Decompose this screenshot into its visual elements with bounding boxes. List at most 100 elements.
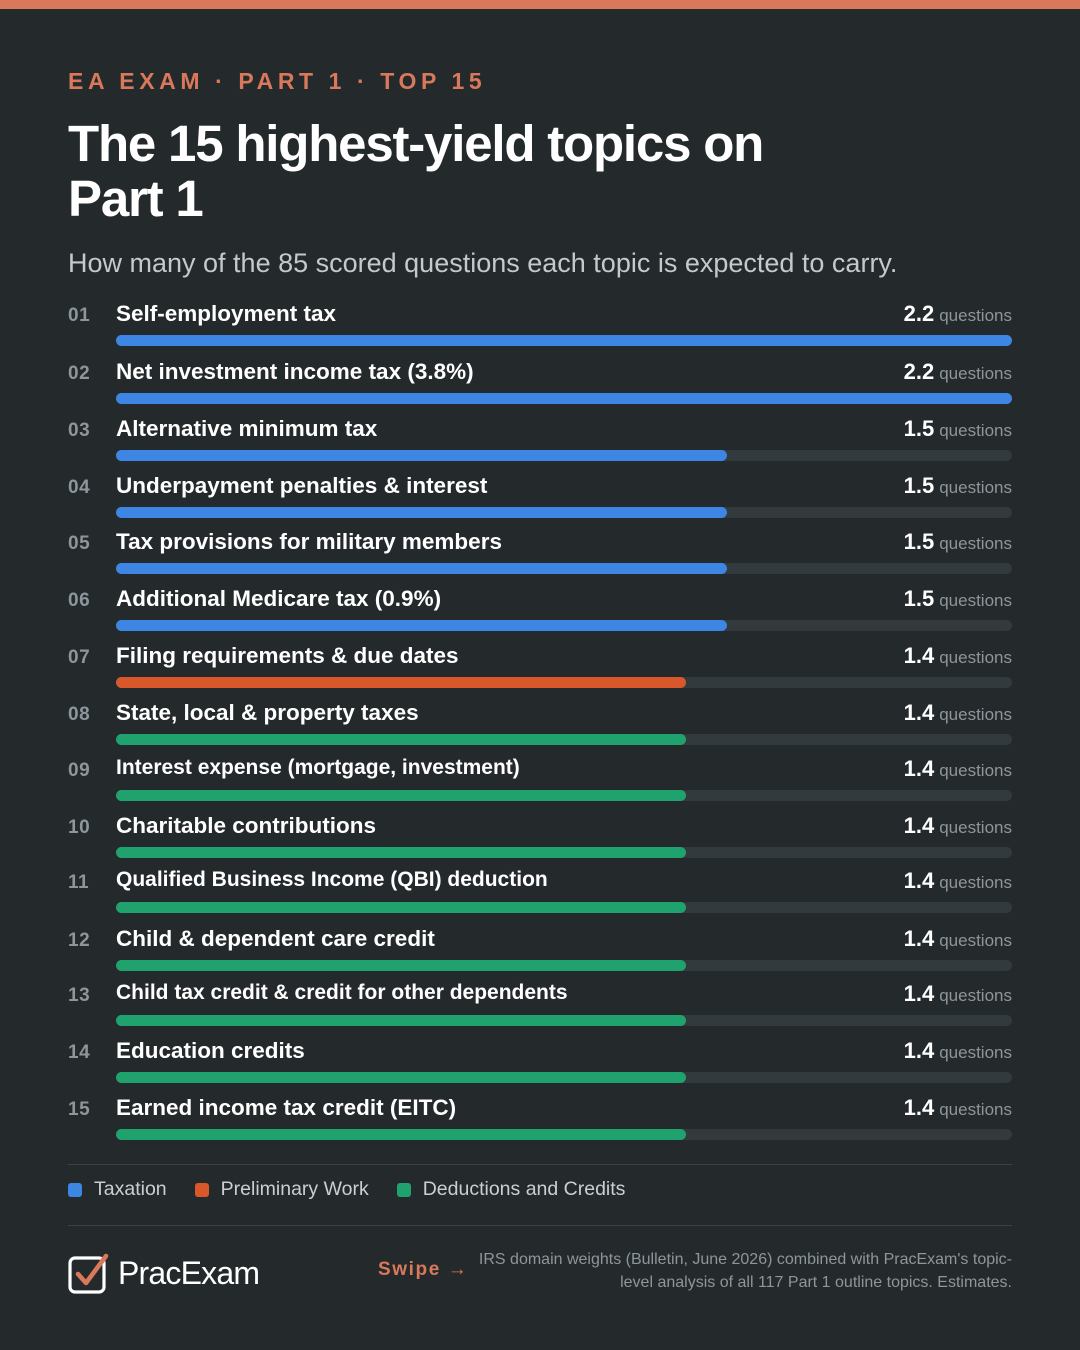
value-unit: questions [939, 818, 1012, 837]
value-label: 1.5 questions [904, 416, 1012, 442]
topic-label: Earned income tax credit (EITC) [116, 1095, 457, 1120]
value-number: 1.5 [903, 416, 935, 441]
bar-fill [116, 507, 727, 518]
legend-swatch [68, 1182, 82, 1197]
bar-track [116, 563, 1012, 574]
subtitle: How many of the 85 scored questions each… [68, 248, 898, 278]
bar-track [116, 620, 1012, 631]
topic-label: Child & dependent care credit [116, 926, 435, 951]
top-accent-bar [0, 0, 1080, 9]
value-label: 2.2 questions [904, 301, 1012, 327]
bar-track [116, 902, 1012, 913]
chart-row: 12 Child & dependent care credit 1.4 questi… [68, 926, 1012, 976]
chart-row: 04 Underpayment penalties & interest 1.5 qu… [68, 473, 1012, 523]
chart-legend: Taxation Preliminary Work Deductions and C… [68, 1178, 653, 1201]
bar-track [116, 450, 1012, 461]
topic-label: Net investment income tax (3.8%) [116, 359, 474, 384]
topic-label: Qualified Business Income (QBI) deductio… [116, 868, 548, 891]
bar-fill [116, 1015, 686, 1026]
legend-swatch [396, 1182, 411, 1197]
topic-label: Interest expense (mortgage, investment) [116, 756, 520, 779]
rank-number: 12 [68, 930, 91, 951]
chart-row: 02 Net investment income tax (3.8%) 2.2 que… [68, 359, 1012, 409]
value-unit: questions [939, 306, 1012, 325]
bar-fill [116, 563, 727, 574]
bar-track [116, 734, 1012, 745]
topic-label: Underpayment penalties & interest [116, 473, 488, 498]
chart-row: 14 Education credits 1.4 questions [68, 1038, 1012, 1088]
rank-number: 06 [68, 590, 91, 611]
value-number: 1.4 [903, 868, 935, 893]
chart-row: 07 Filing requirements & due dates 1.4 ques… [68, 643, 1012, 693]
value-unit: questions [939, 478, 1012, 497]
value-label: 1.4 questions [904, 700, 1012, 726]
legend-label: Taxation [94, 1178, 167, 1200]
bar-track [116, 790, 1012, 801]
chart-row: 03 Alternative minimum tax 1.5 questions [68, 416, 1012, 466]
source-note: IRS domain weights (Bulletin, June 2026)… [478, 1251, 1012, 1291]
rank-number: 15 [68, 1099, 91, 1120]
swipe-link[interactable]: Swipe → [378, 1259, 469, 1280]
value-unit: questions [939, 591, 1012, 610]
bar-fill [116, 335, 1012, 346]
value-number: 1.4 [903, 643, 935, 668]
bar-fill [116, 677, 686, 688]
bar-fill [116, 1129, 686, 1140]
value-label: 2.2 questions [904, 359, 1012, 385]
value-label: 1.4 questions [904, 643, 1012, 669]
value-number: 1.4 [903, 756, 935, 781]
chart-row: 13 Child tax credit & credit for other de… [68, 981, 1012, 1031]
value-number: 2.2 [903, 359, 935, 384]
rank-number: 13 [68, 985, 91, 1006]
value-label: 1.4 questions [904, 1038, 1012, 1064]
topic-label: Education credits [116, 1038, 305, 1063]
chart-row: 06 Additional Medicare tax (0.9%) 1.5 quest… [68, 586, 1012, 636]
value-label: 1.4 questions [904, 926, 1012, 952]
value-number: 1.5 [903, 586, 935, 611]
value-unit: questions [939, 421, 1012, 440]
brand[interactable]: PracExam [68, 1252, 260, 1294]
chart-row: 01 Self-employment tax 2.2 questions [68, 301, 1012, 351]
bar-track [116, 1072, 1012, 1083]
bar-track [116, 393, 1012, 404]
legend-divider-top [68, 1164, 1012, 1165]
value-unit: questions [939, 364, 1012, 383]
value-label: 1.4 questions [904, 868, 1012, 894]
chart-row: 15 Earned income tax credit (EITC) 1.4 ques… [68, 1095, 1012, 1145]
rank-number: 01 [68, 305, 91, 326]
value-label: 1.5 questions [904, 529, 1012, 555]
rank-number: 05 [68, 533, 91, 554]
bar-track [116, 960, 1012, 971]
legend-divider-bottom [68, 1225, 1012, 1226]
value-unit: questions [939, 534, 1012, 553]
page-title: The 15 highest-yield topics on Part 1 [68, 115, 764, 227]
topic-label: Additional Medicare tax (0.9%) [116, 586, 442, 611]
bar-track [116, 507, 1012, 518]
bar-track [116, 1129, 1012, 1140]
value-label: 1.5 questions [904, 586, 1012, 612]
value-number: 1.5 [903, 529, 935, 554]
bar-track [116, 1015, 1012, 1026]
value-unit: questions [939, 986, 1012, 1005]
value-number: 2.2 [903, 301, 935, 326]
value-unit: questions [939, 705, 1012, 724]
legend-label: Preliminary Work [220, 1178, 369, 1200]
value-number: 1.4 [903, 1095, 935, 1120]
value-number: 1.5 [903, 473, 935, 498]
value-unit: questions [939, 931, 1012, 950]
value-unit: questions [939, 648, 1012, 667]
topic-label: Alternative minimum tax [116, 416, 378, 441]
legend-swatch [194, 1182, 209, 1197]
bar-fill [116, 450, 727, 461]
bar-track [116, 335, 1012, 346]
value-number: 1.4 [903, 926, 935, 951]
value-unit: questions [939, 761, 1012, 780]
bar-fill [116, 960, 686, 971]
rank-number: 10 [68, 817, 91, 838]
bar-track [116, 677, 1012, 688]
chart-row: 10 Charitable contributions 1.4 questions [68, 813, 1012, 863]
value-unit: questions [939, 873, 1012, 892]
chart-row: 09 Interest expense (mortgage, investment… [68, 756, 1012, 806]
bar-fill [116, 902, 686, 913]
rank-number: 03 [68, 420, 91, 441]
